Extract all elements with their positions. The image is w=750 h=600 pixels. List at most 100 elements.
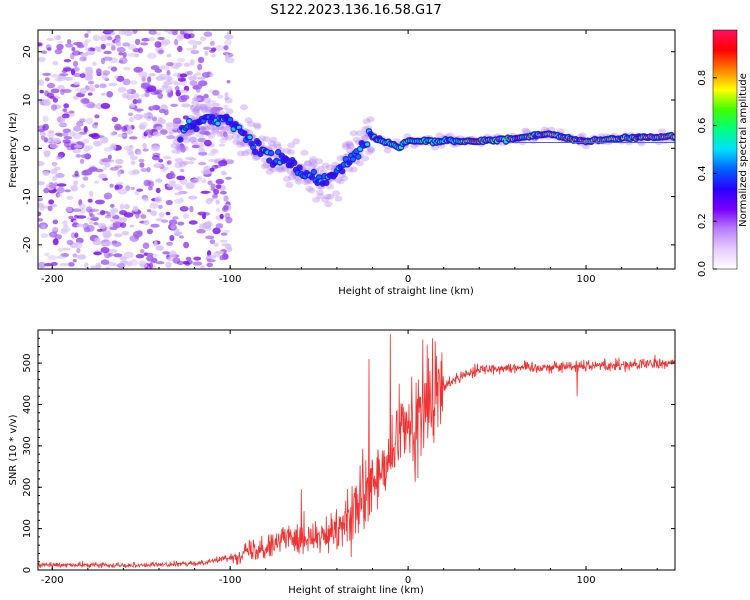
noise-blob (38, 56, 46, 63)
noise-blob (146, 228, 153, 235)
noise-blob (180, 145, 186, 153)
ridge-halo (346, 142, 355, 148)
ridge-halo (260, 163, 269, 170)
noise-blob (168, 131, 174, 135)
noise-blob (148, 73, 156, 77)
noise-blob (48, 199, 55, 205)
noise-blob (73, 72, 82, 78)
ridge-halo (217, 110, 226, 117)
ridge-halo (315, 189, 324, 196)
noise-blob (134, 53, 140, 58)
noise-blob (58, 123, 67, 127)
noise-blob (110, 212, 116, 217)
noise-blob (52, 175, 58, 181)
noise-blob (205, 235, 215, 240)
noise-blob (104, 161, 111, 168)
noise-blob (215, 178, 225, 185)
noise-blob (87, 198, 93, 203)
noise-blob (97, 222, 107, 229)
noise-blob (188, 157, 197, 161)
noise-blob (172, 257, 181, 264)
noise-blob (100, 57, 106, 65)
ridge-halo (224, 97, 233, 104)
noise-blob (89, 213, 95, 218)
ridge-halo (362, 118, 371, 125)
noise-blob (47, 255, 57, 261)
snr-xtick-label: -100 (219, 575, 242, 586)
noise-blob (62, 247, 71, 251)
noise-blob (139, 263, 148, 268)
noise-blob (56, 43, 64, 51)
ridge-core (339, 168, 346, 175)
noise-blob (198, 223, 207, 230)
noise-blob (185, 182, 195, 190)
noise-blob (201, 178, 207, 184)
noise-blob (113, 253, 123, 258)
noise-blob (132, 205, 139, 212)
noise-blob (203, 31, 213, 37)
noise-blob (110, 131, 116, 137)
noise-blob (127, 44, 137, 50)
ridge-halo (211, 127, 220, 134)
ridge-halo (220, 134, 229, 140)
ridge-bright (276, 150, 281, 154)
ridge-halo (252, 154, 261, 161)
noise-blob (168, 219, 178, 225)
noise-blob (172, 31, 178, 36)
colorbar-tick-label: 0.4 (697, 165, 708, 181)
noise-blob (62, 220, 68, 226)
spectrogram-frame (37, 29, 676, 270)
noise-blob (206, 262, 213, 268)
noise-blob (101, 158, 112, 163)
noise-blob (164, 30, 171, 33)
snr-ytick-label: 200 (22, 478, 33, 497)
spectrogram-ytick-label: 10 (22, 94, 33, 107)
noise-blob (219, 138, 228, 144)
noise-blob (94, 199, 105, 205)
noise-blob (211, 194, 218, 199)
ridge-core (193, 125, 200, 133)
noise-blob (82, 138, 90, 144)
ridge-halo (200, 106, 209, 112)
noise-blob (195, 41, 203, 45)
noise-blob (46, 37, 55, 42)
noise-blob (151, 116, 158, 122)
ridge-halo (188, 136, 197, 143)
noise-blob (168, 93, 173, 98)
noise-blob (219, 239, 228, 243)
ridge-halo (286, 169, 295, 175)
ridge-core (266, 157, 273, 164)
noise-blob (106, 36, 113, 41)
noise-blob (96, 102, 103, 110)
noise-blob (100, 247, 110, 254)
noise-speckle (38, 30, 235, 269)
noise-blob (99, 210, 106, 216)
ridge-halo (315, 158, 324, 165)
noise-blob (153, 163, 162, 169)
noise-blob (226, 246, 233, 253)
noise-blob (59, 263, 69, 267)
noise-blob (188, 195, 198, 200)
ridge-halo (236, 139, 245, 145)
noise-blob (174, 231, 183, 235)
ridge-halo (236, 150, 245, 157)
noise-blob (79, 56, 87, 62)
noise-blob (223, 205, 229, 211)
noise-blob (117, 188, 128, 195)
noise-blob (149, 202, 159, 209)
noise-blob (198, 151, 208, 156)
ridge-halo (300, 149, 309, 156)
noise-blob (91, 132, 100, 140)
noise-blob (123, 66, 131, 71)
noise-blob (94, 237, 101, 243)
noise-blob (201, 168, 211, 175)
noise-blob (122, 52, 127, 58)
ridge-halo (207, 132, 216, 139)
noise-blob (111, 116, 119, 123)
noise-blob (125, 185, 131, 192)
noise-blob (207, 100, 217, 104)
noise-blob (38, 42, 43, 47)
noise-blob (100, 43, 106, 50)
noise-blob (152, 104, 161, 111)
ridge-halo (303, 178, 312, 185)
